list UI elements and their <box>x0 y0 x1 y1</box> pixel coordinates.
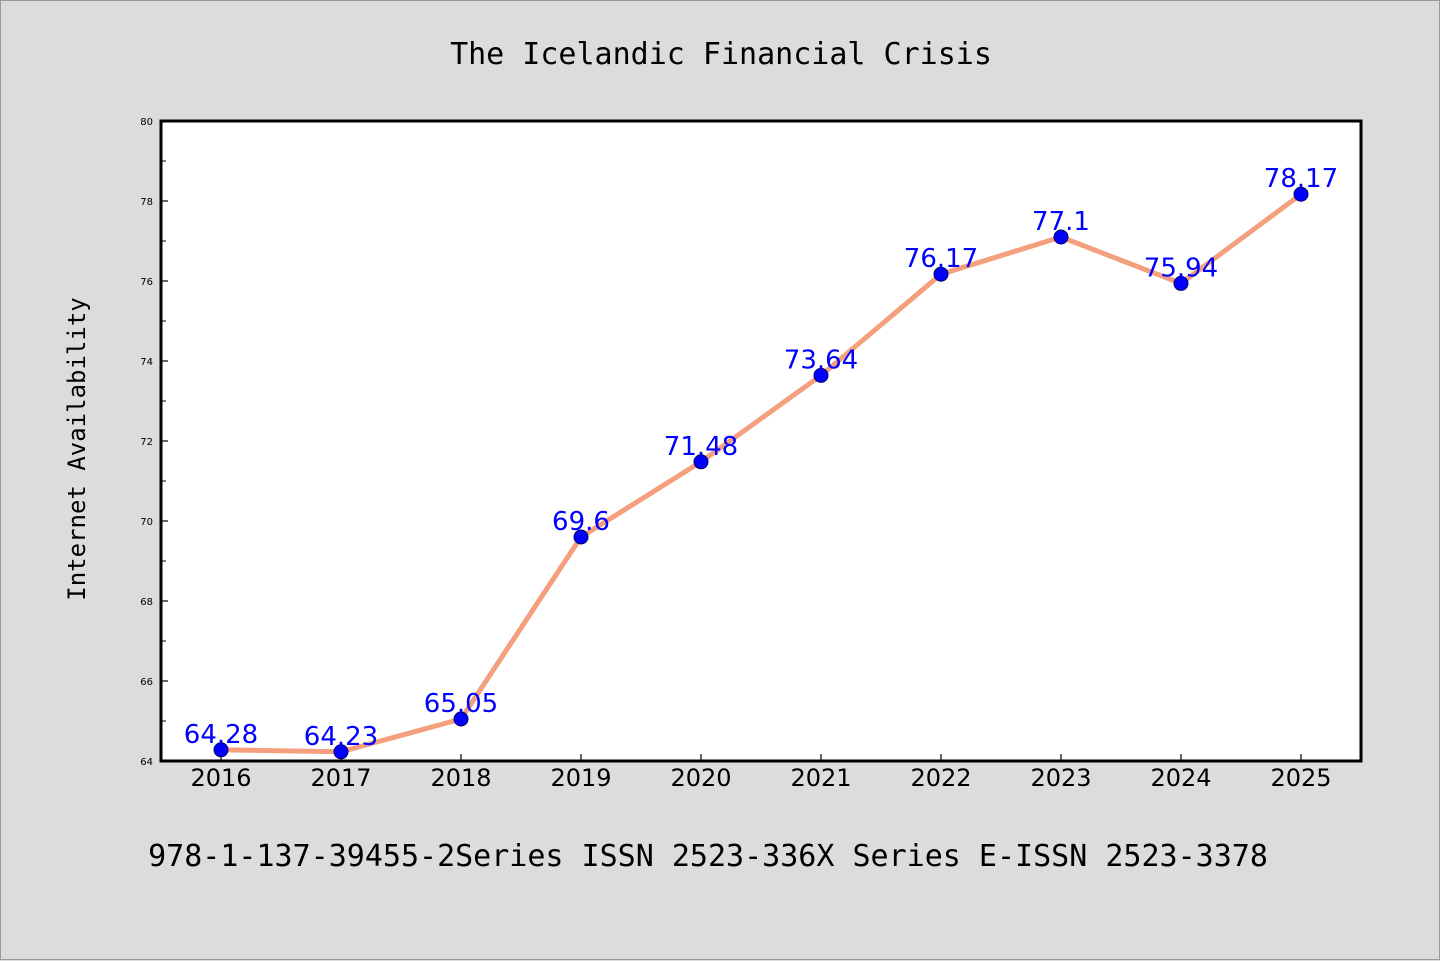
data-point-marker <box>1173 275 1189 291</box>
data-point-marker <box>693 454 709 470</box>
y-tick-label: 80 <box>140 117 153 128</box>
y-tick-label: 74 <box>140 357 153 368</box>
y-axis-ticks: 64 66 68 70 72 74 76 78 80 <box>140 117 168 768</box>
data-point-marker <box>933 266 949 282</box>
data-point-label: 64.28 <box>184 720 258 750</box>
y-axis-label: Internet Availability <box>63 297 91 600</box>
x-tick-label: 2021 <box>790 764 851 792</box>
data-point-marker <box>333 744 349 760</box>
data-point-marker <box>1293 186 1309 202</box>
x-tick-label: 2020 <box>670 764 731 792</box>
series-line <box>218 191 1304 755</box>
data-point-label: 65.05 <box>424 689 498 719</box>
y-tick-label: 78 <box>140 197 153 208</box>
data-point-label: 76.17 <box>904 244 978 274</box>
data-point-label: 77.1 <box>1032 207 1090 237</box>
data-point-label: 64.23 <box>304 722 378 752</box>
x-tick-label: 2018 <box>430 764 491 792</box>
data-point-label: 75.94 <box>1144 253 1218 283</box>
x-axis-ticks: 2016 2017 2018 2019 2020 2021 2022 2023 2024 2025 <box>190 754 1332 792</box>
x-tick-label: 2016 <box>190 764 251 792</box>
data-point-marker <box>573 529 589 545</box>
data-point-label: 78.17 <box>1264 164 1338 194</box>
data-point-marker <box>453 711 469 727</box>
data-point-label: 69.6 <box>552 507 610 537</box>
series-layer <box>213 186 1309 760</box>
y-tick-label: 72 <box>140 437 153 448</box>
x-tick-label: 2019 <box>550 764 611 792</box>
x-tick-label: 2022 <box>910 764 971 792</box>
data-point-marker <box>1053 229 1069 245</box>
x-tick-label: 2024 <box>1150 764 1211 792</box>
chart-title: The Icelandic Financial Crisis <box>450 37 992 72</box>
data-point-marker <box>813 367 829 383</box>
x-tick-label: 2023 <box>1030 764 1091 792</box>
data-labels-layer: 64.28 64.23 65.05 69.6 71.48 73.64 76.17 77.1 75… <box>184 164 1338 752</box>
data-point-label: 71.48 <box>664 432 738 462</box>
footer-isbn-text: 978-1-137-39455-2Series ISSN 2523-336X S… <box>148 839 1268 874</box>
y-tick-label: 70 <box>140 517 153 528</box>
data-point-label: 73.64 <box>784 345 858 375</box>
x-tick-label: 2025 <box>1270 764 1331 792</box>
y-tick-label: 76 <box>140 277 153 288</box>
data-point-marker <box>213 742 229 758</box>
y-tick-label: 64 <box>140 757 153 768</box>
y-tick-label: 66 <box>140 677 153 688</box>
x-tick-label: 2017 <box>310 764 371 792</box>
y-tick-label: 68 <box>140 597 153 608</box>
plot-area <box>159 119 1363 763</box>
